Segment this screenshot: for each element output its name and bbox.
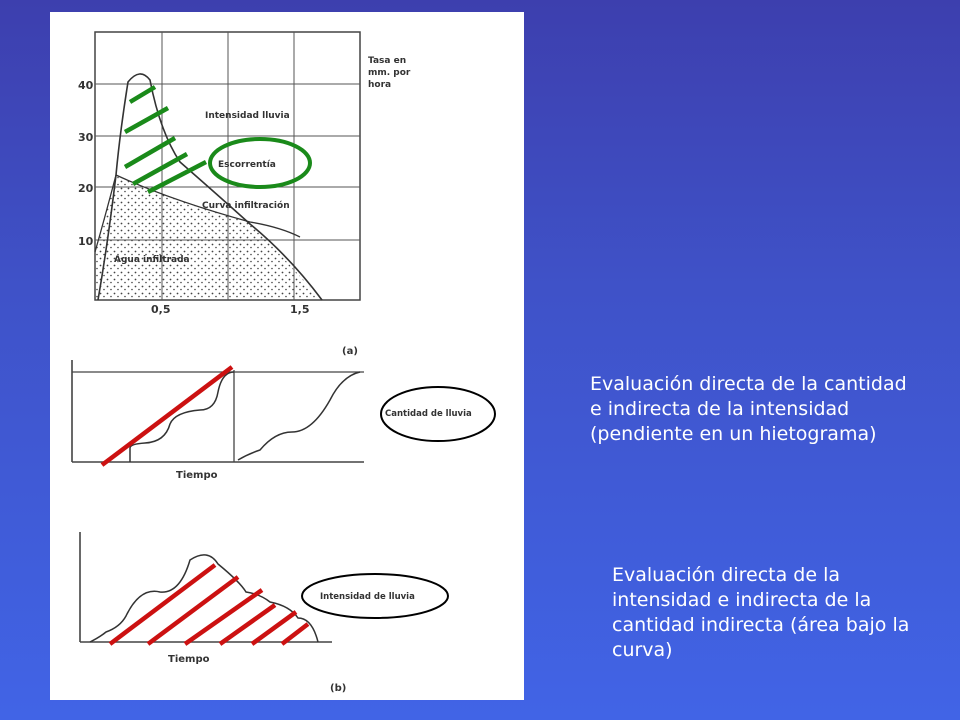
x-tick: 0,5 xyxy=(151,303,171,316)
slope-line xyxy=(100,365,234,467)
axis-title-line: mm. por xyxy=(368,68,411,78)
infiltration-curve xyxy=(94,174,301,253)
time-label: Tiempo xyxy=(168,654,210,665)
axis-title-line: Tasa en xyxy=(368,56,406,66)
y-tick: 10 xyxy=(78,235,94,248)
intensity-label: Intensidad lluvia xyxy=(205,111,290,121)
intensity-curve xyxy=(89,554,319,643)
y-tick: 20 xyxy=(78,182,94,195)
cumulative-caption: Evaluación directa de la cantidad e indi… xyxy=(590,373,907,445)
chart-b: Intensidad de lluvia Tiempo (b) xyxy=(79,532,449,694)
runoff-label: Escorrentía xyxy=(218,160,276,170)
figure-drawing: 40 30 20 10 0,5 1,5 Tasa en mm. por hora… xyxy=(71,31,496,694)
rain-intensity-label: Intensidad de lluvia xyxy=(320,592,415,602)
cumulative-curve-1 xyxy=(129,371,235,462)
panel-label-a: (a) xyxy=(342,346,358,357)
x-tick: 1,5 xyxy=(290,303,310,316)
time-label: Tiempo xyxy=(176,470,218,481)
axis-title-line: hora xyxy=(368,80,391,90)
runoff-highlight-circle xyxy=(208,137,312,189)
rain-amount-circle xyxy=(380,386,496,442)
chart-a: 40 30 20 10 0,5 1,5 Tasa en mm. por hora… xyxy=(78,31,411,357)
y-tick: 40 xyxy=(78,79,94,92)
runoff-hatching xyxy=(123,85,208,194)
intensity-caption: Evaluación directa de la intensidad e in… xyxy=(612,564,910,661)
rain-intensity-circle xyxy=(301,573,449,619)
rain-amount-label: Cantidad de lluvia xyxy=(385,409,472,419)
scanned-figure: 40 30 20 10 0,5 1,5 Tasa en mm. por hora… xyxy=(50,12,524,700)
area-hatching xyxy=(108,563,310,646)
infiltrated-water-label: Agua infiltrada xyxy=(114,255,190,265)
cumulative-curve-2 xyxy=(237,371,361,461)
panel-label-b: (b) xyxy=(330,683,346,694)
infiltrated-water-area xyxy=(95,175,322,300)
rain-intensity-curve xyxy=(97,73,323,301)
infiltration-curve-label: Curva infiltración xyxy=(202,200,290,211)
y-tick: 30 xyxy=(78,131,94,144)
chart-cumulative: Cantidad de lluvia Tiempo xyxy=(71,360,496,481)
